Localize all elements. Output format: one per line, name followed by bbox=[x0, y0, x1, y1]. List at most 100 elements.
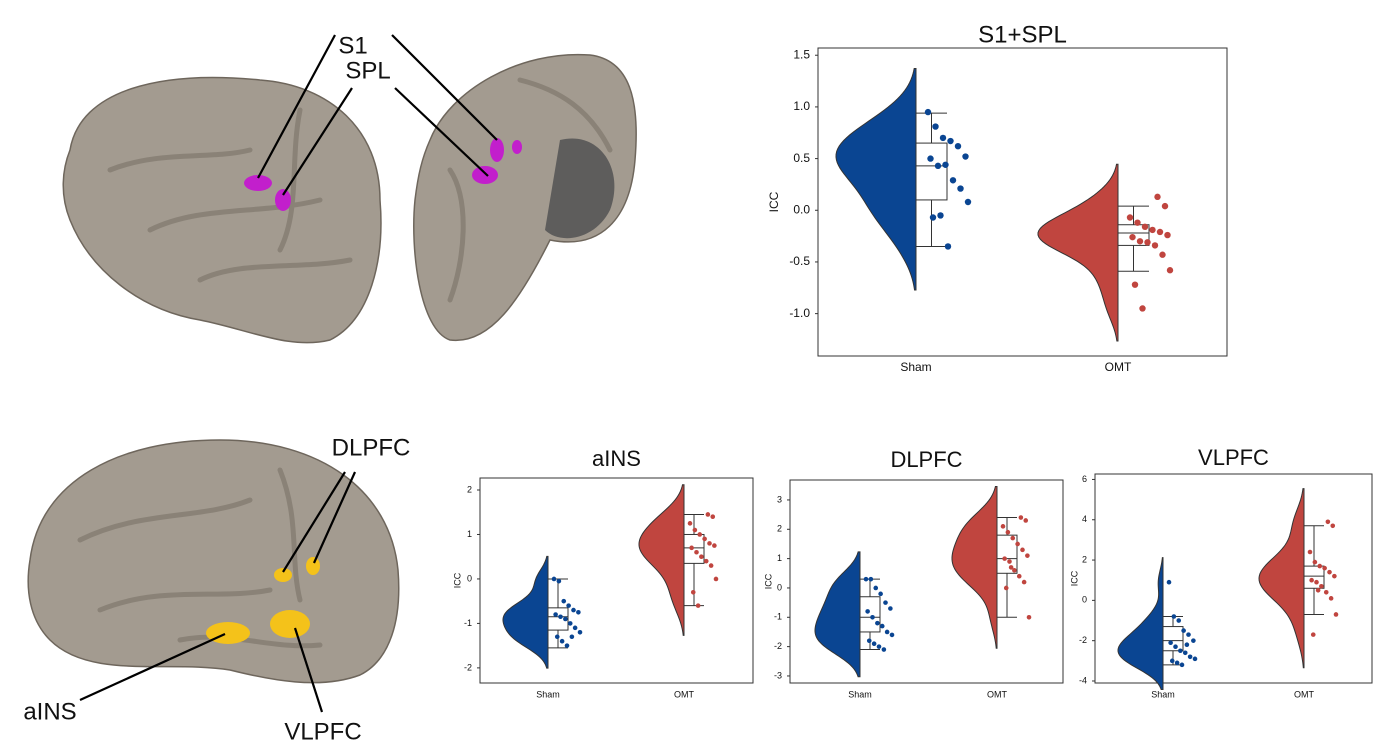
box bbox=[684, 534, 704, 563]
y-tick-label: -2 bbox=[464, 662, 472, 672]
point bbox=[1332, 574, 1337, 579]
point bbox=[697, 532, 702, 537]
point bbox=[932, 123, 938, 129]
violin bbox=[952, 487, 997, 649]
point bbox=[925, 109, 931, 115]
point bbox=[883, 600, 888, 605]
y-axis-label: ICC bbox=[452, 572, 462, 588]
point bbox=[1162, 203, 1168, 209]
x-tick-label: OMT bbox=[1294, 689, 1314, 699]
x-tick-label: Sham bbox=[1151, 689, 1175, 699]
point bbox=[688, 521, 693, 526]
point bbox=[1129, 234, 1135, 240]
violin bbox=[836, 68, 916, 290]
point bbox=[555, 634, 560, 639]
point bbox=[950, 177, 956, 183]
point bbox=[563, 617, 568, 622]
point bbox=[1006, 530, 1011, 535]
y-tick-label: 0 bbox=[777, 582, 782, 592]
y-axis-label: ICC bbox=[767, 191, 781, 212]
point bbox=[702, 537, 707, 542]
point bbox=[707, 541, 712, 546]
chart-title: VLPFC bbox=[1198, 445, 1269, 470]
point bbox=[1170, 659, 1175, 664]
point bbox=[1134, 219, 1140, 225]
point bbox=[1324, 590, 1329, 595]
x-tick-label: OMT bbox=[1105, 360, 1132, 374]
point bbox=[1316, 588, 1321, 593]
point bbox=[1017, 574, 1022, 579]
point bbox=[940, 135, 946, 141]
point bbox=[689, 546, 694, 551]
y-tick-label: 1.0 bbox=[793, 99, 810, 113]
y-tick-label: -0.5 bbox=[789, 254, 810, 268]
point bbox=[1139, 305, 1145, 311]
y-tick-label: -1 bbox=[774, 612, 782, 622]
y-tick-label: -2 bbox=[1079, 635, 1087, 645]
point bbox=[1317, 564, 1322, 569]
x-tick-label: OMT bbox=[987, 689, 1007, 699]
point bbox=[1022, 580, 1027, 585]
plot-frame bbox=[480, 478, 753, 683]
point bbox=[1127, 214, 1133, 220]
point bbox=[1137, 238, 1143, 244]
point bbox=[566, 603, 571, 608]
point bbox=[873, 586, 878, 591]
point bbox=[935, 163, 941, 169]
chart: aINSICC-2-1012ShamOMT bbox=[452, 446, 753, 700]
point bbox=[573, 626, 578, 631]
point bbox=[1164, 232, 1170, 238]
point bbox=[1002, 556, 1007, 561]
x-tick-label: Sham bbox=[900, 360, 931, 374]
y-tick-label: -3 bbox=[774, 670, 782, 680]
point bbox=[1327, 570, 1332, 575]
brain-label: aINS bbox=[23, 698, 76, 725]
chart-title: aINS bbox=[592, 446, 641, 471]
violin bbox=[1118, 558, 1163, 690]
figure: S1 SPL DLPFC aINS VLPFC S1+SPLICC-1.0-0.… bbox=[0, 0, 1378, 744]
point bbox=[890, 633, 895, 638]
violin bbox=[1259, 489, 1304, 668]
point bbox=[869, 577, 874, 582]
point bbox=[1167, 580, 1172, 585]
point bbox=[1329, 596, 1334, 601]
y-tick-label: 2 bbox=[1082, 554, 1087, 564]
point bbox=[1157, 229, 1163, 235]
point bbox=[1193, 657, 1198, 662]
y-tick-label: -1.0 bbox=[789, 306, 810, 320]
brain-label: SPL bbox=[345, 57, 390, 84]
point bbox=[880, 624, 885, 629]
brain-label: VLPFC bbox=[284, 718, 361, 744]
brain-label: DLPFC bbox=[332, 434, 411, 461]
point bbox=[714, 577, 719, 582]
point bbox=[696, 603, 701, 608]
point bbox=[1183, 650, 1188, 655]
point bbox=[1176, 618, 1181, 623]
point bbox=[1309, 578, 1314, 583]
point bbox=[864, 577, 869, 582]
point bbox=[1142, 224, 1148, 230]
point bbox=[1009, 565, 1014, 570]
point bbox=[1185, 642, 1190, 647]
point bbox=[1019, 515, 1024, 520]
point bbox=[1308, 550, 1313, 555]
point bbox=[694, 550, 699, 555]
point bbox=[878, 592, 883, 597]
point bbox=[693, 528, 698, 533]
point bbox=[709, 563, 714, 568]
y-tick-label: 6 bbox=[1082, 474, 1087, 484]
y-tick-label: 1 bbox=[467, 529, 472, 539]
point bbox=[1178, 648, 1183, 653]
point bbox=[1334, 612, 1339, 617]
violin bbox=[639, 485, 684, 636]
y-tick-label: 0.5 bbox=[793, 151, 810, 165]
point bbox=[578, 630, 583, 635]
point bbox=[927, 155, 933, 161]
x-tick-label: Sham bbox=[536, 689, 560, 699]
point bbox=[888, 606, 893, 611]
point bbox=[576, 610, 581, 615]
y-tick-label: 2 bbox=[467, 484, 472, 494]
point bbox=[568, 621, 573, 626]
point bbox=[1326, 519, 1331, 524]
